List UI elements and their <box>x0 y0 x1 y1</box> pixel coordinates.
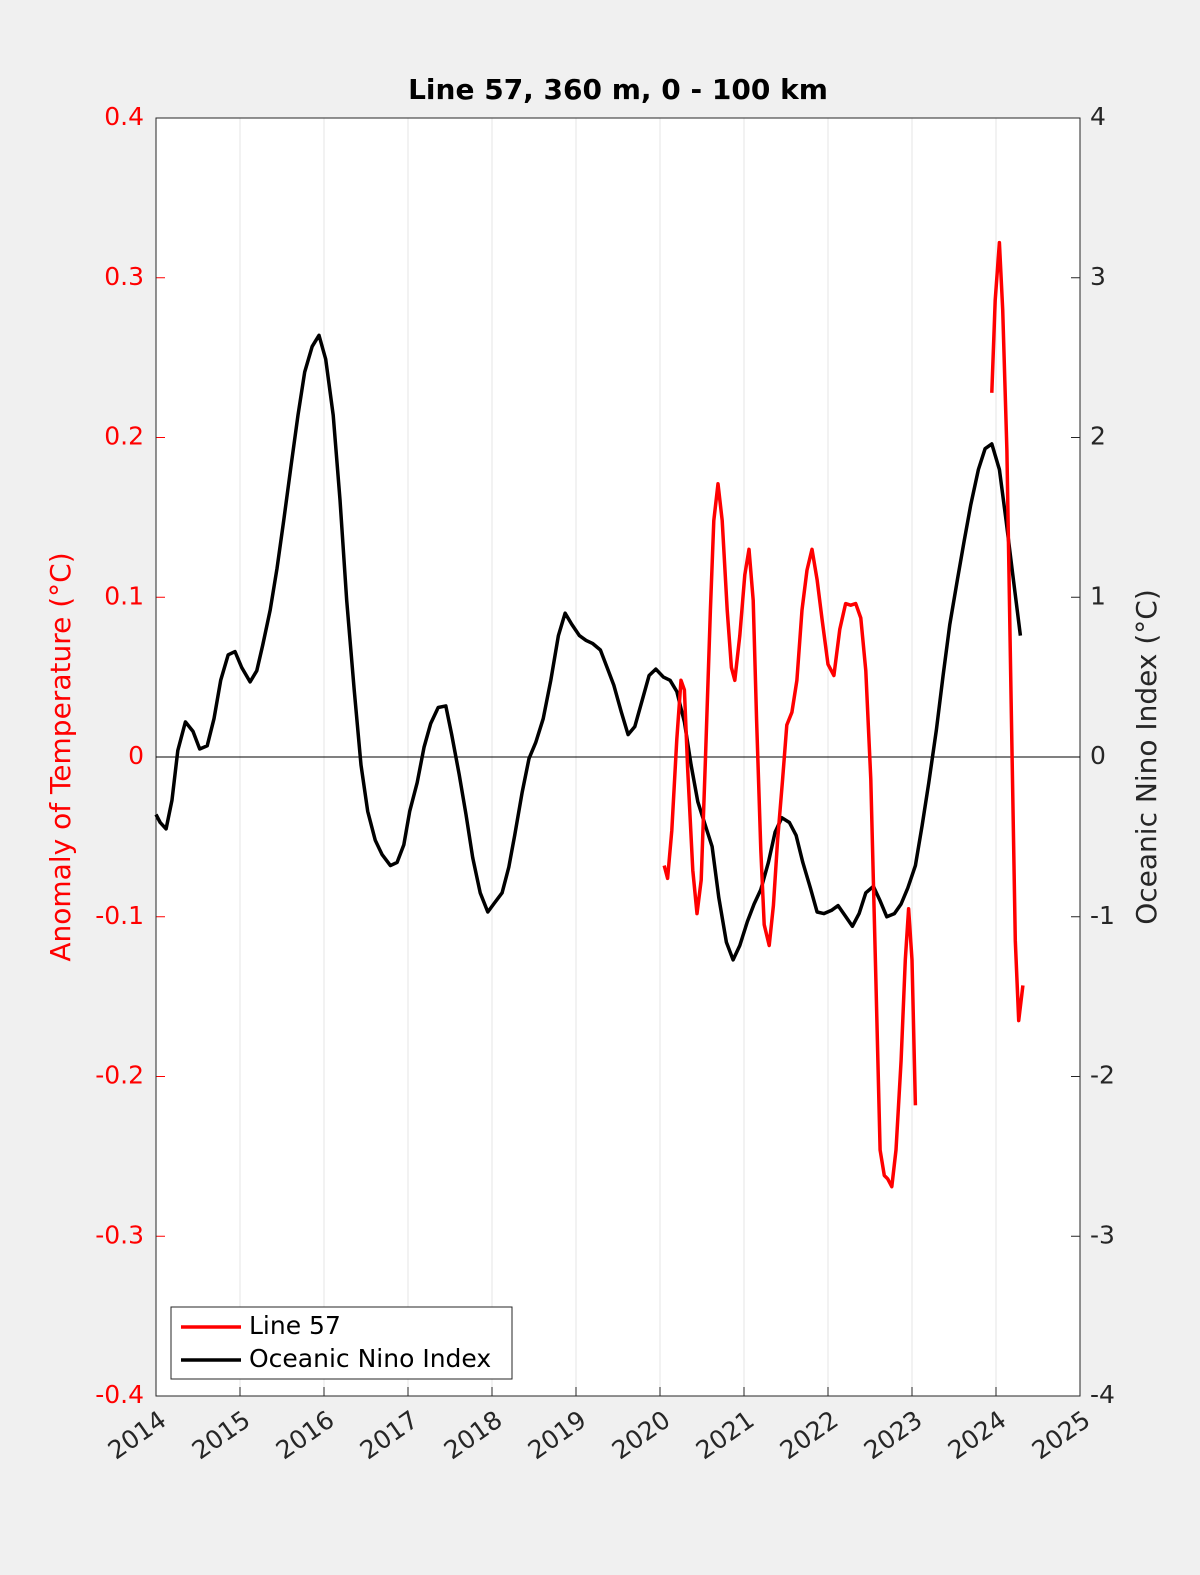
legend-box <box>170 1306 513 1380</box>
x-tick-label: 2017 <box>355 1405 424 1465</box>
y-tick-label: -0.1 <box>95 901 144 930</box>
y-tick-label: 0 <box>128 741 144 770</box>
x-tick-label: 2021 <box>691 1405 760 1465</box>
y2-tick-label: 2 <box>1090 422 1106 451</box>
x-tick-label: 2016 <box>271 1405 340 1465</box>
y-tick-label: 0.1 <box>104 581 144 610</box>
legend-label: Oceanic Nino Index <box>249 1344 491 1373</box>
y-tick-label: -0.2 <box>95 1061 144 1090</box>
y-tick-label: 0.3 <box>104 262 144 291</box>
legend-label: Line 57 <box>249 1311 341 1340</box>
x-tick-label: 2024 <box>943 1405 1012 1465</box>
y2-tick-label: -2 <box>1090 1061 1115 1090</box>
y2-axis-label: Oceanic Nino Index (°C) <box>1130 589 1163 925</box>
x-tick-label: 2019 <box>523 1405 592 1465</box>
x-tick-label: 2015 <box>187 1405 256 1465</box>
y2-tick-label: -3 <box>1090 1220 1115 1249</box>
x-tick-label: 2014 <box>103 1405 172 1465</box>
x-tick-label: 2018 <box>439 1405 508 1465</box>
x-tick-label: 2025 <box>1027 1405 1096 1465</box>
x-tick-label: 2023 <box>859 1405 928 1465</box>
y-tick-label: -0.4 <box>95 1380 144 1409</box>
chart-title: Line 57, 360 m, 0 - 100 km <box>408 73 828 106</box>
x-tick-label: 2022 <box>775 1405 844 1465</box>
y2-tick-label: 1 <box>1090 581 1106 610</box>
y2-tick-label: 3 <box>1090 262 1106 291</box>
y2-tick-label: -4 <box>1090 1380 1115 1409</box>
y-tick-label: 0.2 <box>104 422 144 451</box>
series-line <box>662 240 1025 1189</box>
y2-tick-label: 0 <box>1090 741 1106 770</box>
series-line <box>154 333 1023 962</box>
y2-tick-label: -1 <box>1090 901 1115 930</box>
x-tick-label: 2020 <box>607 1405 676 1465</box>
y-tick-label: -0.3 <box>95 1220 144 1249</box>
y2-tick-label: 4 <box>1090 102 1106 131</box>
y-axis-label: Anomaly of Temperature (°C) <box>44 552 77 961</box>
y-tick-label: 0.4 <box>104 102 144 131</box>
